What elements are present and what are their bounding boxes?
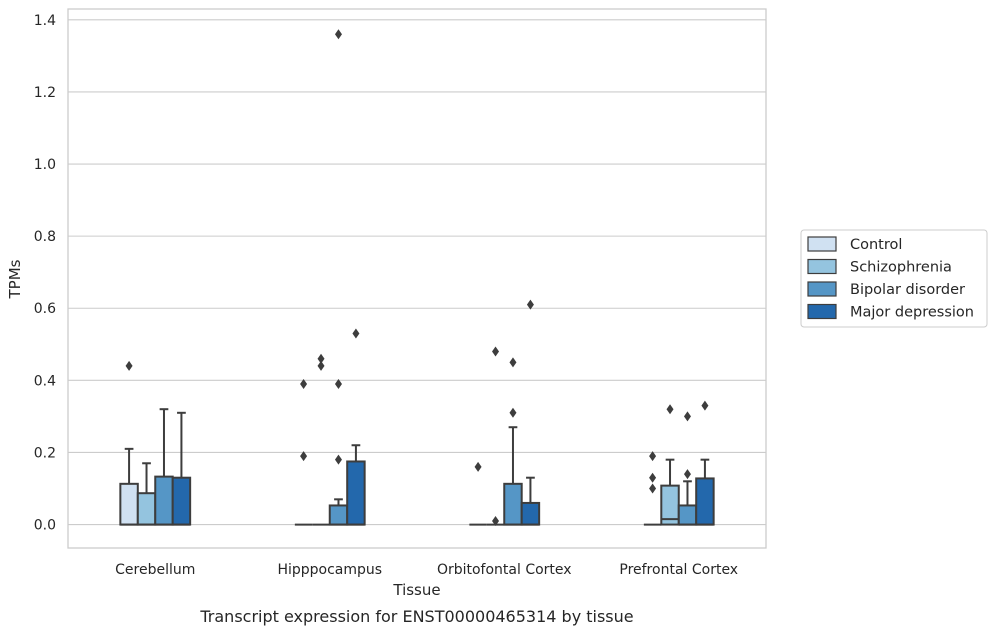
outlier-point — [334, 378, 342, 389]
outlier-point — [649, 451, 657, 462]
legend-label: Bipolar disorder — [850, 282, 965, 298]
plot-area-frame — [67, 8, 767, 549]
box-3-3 — [695, 400, 715, 526]
box-0-3 — [171, 411, 192, 526]
y-tick-label: 0.2 — [34, 445, 56, 461]
y-tick-label: 0.0 — [34, 518, 56, 534]
box-body — [695, 477, 715, 526]
legend-label: Major depression — [850, 305, 974, 321]
outlier-point — [666, 404, 674, 415]
box-2-0 — [469, 461, 487, 526]
legend-swatch — [807, 303, 837, 320]
outlier-point — [317, 360, 325, 371]
y-tick-labels: 0.0 0.2 0.4 0.6 0.8 1.0 1.2 1.4 — [34, 13, 56, 534]
box-3-2 — [677, 411, 698, 526]
figure-caption: Transcript expression for ENST0000046531… — [199, 607, 633, 626]
x-tick-label: Hipppocampus — [277, 562, 382, 578]
outlier-point — [509, 357, 517, 368]
y-tick-label: 1.4 — [34, 13, 56, 29]
box-body — [520, 501, 541, 526]
x-tick-label: Cerebellum — [115, 562, 195, 578]
y-tick-label: 1.2 — [34, 85, 56, 101]
outlier-point — [492, 515, 500, 526]
box-body — [154, 475, 174, 526]
box-body — [136, 492, 157, 526]
y-tick-label: 0.6 — [34, 301, 56, 317]
box-2-2 — [503, 357, 523, 526]
x-axis-title: Tissue — [392, 581, 440, 599]
outlier-point — [701, 400, 709, 411]
y-tick-label: 0.4 — [34, 373, 56, 389]
box-body — [346, 460, 366, 526]
outlier-point — [474, 461, 482, 472]
outlier-point — [317, 353, 325, 364]
box-3-0 — [643, 451, 662, 526]
legend-swatch — [807, 236, 837, 252]
outlier-point — [334, 454, 342, 465]
legend-frame — [800, 229, 988, 328]
outlier-point — [526, 299, 534, 310]
box-1-0 — [294, 378, 313, 526]
outlier-point — [300, 378, 308, 389]
box-1-1 — [312, 353, 330, 526]
y-tick-label: 0.8 — [34, 229, 56, 245]
boxes-layer — [119, 29, 715, 526]
box-2-1 — [486, 346, 505, 526]
box-body — [119, 482, 139, 526]
outlier-point — [334, 29, 342, 40]
x-tick-label: Prefrontal Cortex — [619, 562, 738, 578]
box-1-2 — [328, 29, 349, 526]
legend-items: Control Schizophrenia Bipolar disorder Majo… — [807, 236, 974, 321]
outlier-point — [352, 328, 360, 339]
box-body — [503, 482, 523, 526]
box-body — [677, 504, 698, 526]
box-body — [171, 476, 192, 526]
outlier-point — [492, 346, 500, 357]
outlier-point — [649, 472, 657, 483]
legend-swatch — [807, 258, 837, 275]
y-axis-title: TPMs — [6, 259, 24, 299]
box-2-3 — [520, 299, 541, 526]
x-tick-label: Orbitofontal Cortex — [437, 562, 572, 578]
x-tick-labels: Cerebellum Hipppocampus Orbitofontal Corte… — [115, 562, 738, 578]
legend-label: Schizophrenia — [850, 260, 952, 276]
outlier-point — [125, 360, 133, 371]
legend-swatch — [807, 281, 837, 297]
outlier-point — [649, 483, 657, 494]
box-body — [328, 504, 349, 526]
legend-label: Control — [850, 237, 902, 253]
legend: Control Schizophrenia Bipolar disorder Majo… — [800, 229, 988, 328]
outlier-point — [509, 407, 517, 418]
y-tick-label: 1.0 — [34, 157, 56, 173]
box-1-3 — [346, 328, 366, 526]
outlier-point — [300, 451, 308, 462]
outlier-point — [683, 469, 691, 480]
outlier-point — [683, 411, 691, 422]
